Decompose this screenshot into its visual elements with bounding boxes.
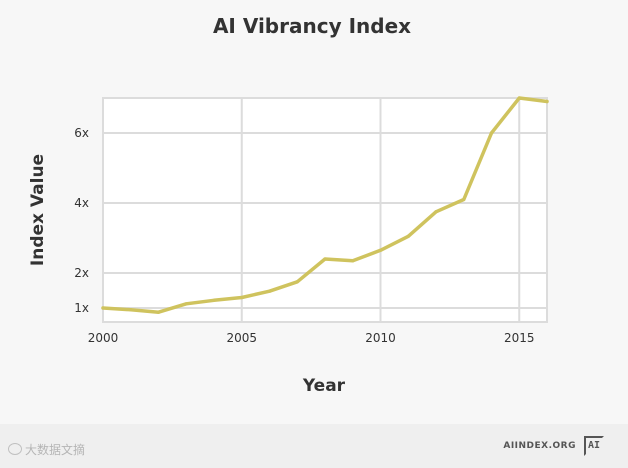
data-point <box>517 96 521 100</box>
y-tick-label: 1x <box>74 301 89 315</box>
data-point <box>351 259 355 263</box>
data-point <box>129 308 133 312</box>
data-point <box>545 99 549 104</box>
data-point <box>184 302 188 306</box>
data-point <box>434 210 438 214</box>
chart-svg: AI Vibrancy Index 1x 2x 4x 6x 2000 2005 2010 20… <box>28 14 549 396</box>
data-point <box>406 234 410 238</box>
x-tick-label: 2005 <box>226 331 257 345</box>
watermark: 大数据文摘 <box>8 441 85 458</box>
chart-title: AI Vibrancy Index <box>213 14 411 38</box>
y-tick-label: 6x <box>74 126 89 140</box>
watermark-text: 大数据文摘 <box>25 443 86 457</box>
data-point <box>101 306 105 310</box>
site-link[interactable]: AIINDEX.ORG <box>503 441 576 451</box>
data-point <box>240 295 244 300</box>
logo-text: AI <box>588 440 601 451</box>
y-axis-title: Index Value <box>28 154 48 266</box>
plot-area <box>102 97 548 323</box>
data-point <box>462 197 466 202</box>
series-layer <box>101 96 549 314</box>
x-tick-label: 2015 <box>504 331 535 345</box>
data-point <box>378 248 383 252</box>
data-point <box>212 298 216 302</box>
x-tick-label: 2000 <box>88 331 119 345</box>
y-tick-label: 4x <box>74 196 89 210</box>
watermark-icon <box>8 443 22 455</box>
data-point <box>156 310 161 314</box>
y-tick-label: 2x <box>74 266 89 280</box>
x-axis-title: Year <box>302 376 346 396</box>
ai-index-logo-icon: AI <box>584 436 604 456</box>
grid-lines <box>102 98 547 322</box>
data-point <box>323 257 327 261</box>
data-point <box>267 289 272 293</box>
data-point <box>489 131 494 135</box>
footer-bar: 大数据文摘 AIINDEX.ORG AI <box>0 424 628 468</box>
x-tick-label: 2010 <box>365 331 396 345</box>
data-point <box>295 280 299 284</box>
tick-labels: 1x 2x 4x 6x 2000 2005 2010 2015 <box>74 126 534 345</box>
